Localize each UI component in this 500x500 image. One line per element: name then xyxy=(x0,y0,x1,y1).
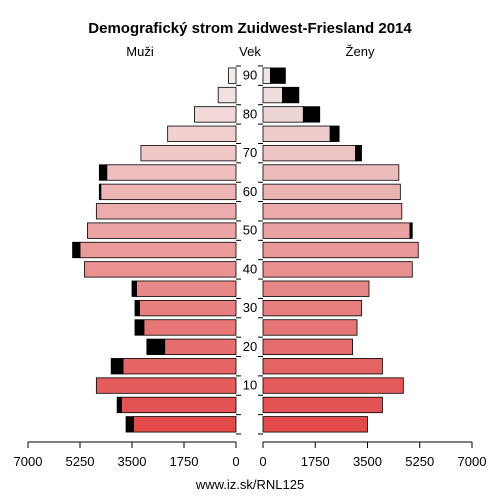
male-x-tick-label-3500: 3500 xyxy=(118,454,147,469)
female-bar-45-49 xyxy=(262,241,419,259)
male-bar-5-9 xyxy=(121,396,237,414)
female-excess-bar-70-74 xyxy=(355,145,362,162)
age-tick-label-20: 20 xyxy=(243,339,257,354)
male-bar-65-69 xyxy=(106,164,237,181)
male-bar-25-29 xyxy=(143,319,237,336)
age-tick-label-10: 10 xyxy=(243,378,257,393)
male-excess-bar-15-19 xyxy=(110,358,124,375)
male-excess-bar-60-64 xyxy=(98,183,102,201)
male-bar-80-84 xyxy=(193,106,237,123)
female-bar-0-4 xyxy=(262,416,368,433)
female-bar-55-59 xyxy=(262,203,403,220)
male-x-tick-label-0: 0 xyxy=(232,454,239,469)
male-bar-0-4 xyxy=(133,416,237,433)
male-bar-55-59 xyxy=(95,203,237,220)
male-bar-50-54 xyxy=(87,222,237,239)
female-bar-35-39 xyxy=(262,280,370,297)
female-x-tick-label-7000: 7000 xyxy=(458,454,487,469)
male-bar-20-24 xyxy=(164,338,237,355)
age-tick-label-90: 90 xyxy=(243,68,257,83)
age-tick-label-60: 60 xyxy=(243,184,257,199)
age-label: Vek xyxy=(239,44,261,59)
female-label: Ženy xyxy=(346,44,375,59)
female-x-tick-label-3500: 3500 xyxy=(353,454,382,469)
female-x-tick-label-0: 0 xyxy=(259,454,266,469)
female-excess-bar-75-79 xyxy=(329,125,340,142)
female-bar-70-74 xyxy=(262,145,356,162)
male-bar-30-34 xyxy=(139,299,237,317)
female-excess-bar-85-89 xyxy=(282,86,300,104)
age-tick-label-40: 40 xyxy=(243,261,257,276)
female-bar-5-9 xyxy=(262,396,383,414)
male-x-tick-label-7000: 7000 xyxy=(14,454,43,469)
age-tick-label-80: 80 xyxy=(243,106,257,121)
female-bar-65-69 xyxy=(262,164,400,181)
female-bar-85-89 xyxy=(262,86,283,104)
female-bar-90-94 xyxy=(262,67,271,84)
male-bar-60-64 xyxy=(100,183,237,201)
male-excess-bar-35-39 xyxy=(131,280,137,297)
female-x-tick-label-5250: 5250 xyxy=(405,454,434,469)
male-bar-10-14 xyxy=(95,377,237,394)
male-bar-90-94 xyxy=(228,67,237,84)
female-bar-40-44 xyxy=(262,261,413,278)
female-x-tick-label-1750: 1750 xyxy=(301,454,330,469)
female-bar-50-54 xyxy=(262,222,411,239)
male-excess-bar-25-29 xyxy=(134,319,145,336)
female-bar-10-14 xyxy=(262,377,404,394)
male-bar-40-44 xyxy=(84,261,237,278)
male-bar-45-49 xyxy=(79,241,237,259)
female-bar-25-29 xyxy=(262,319,358,336)
female-bar-15-19 xyxy=(262,358,383,375)
female-bar-60-64 xyxy=(262,183,401,201)
male-excess-bar-5-9 xyxy=(116,396,123,414)
age-tick-label-70: 70 xyxy=(243,145,257,160)
chart-title: Demografický strom Zuidwest-Friesland 20… xyxy=(88,20,412,37)
male-label: Muži xyxy=(126,44,154,59)
age-tick-label-30: 30 xyxy=(243,300,257,315)
footer-source: www.iz.sk/RNL125 xyxy=(195,477,304,492)
male-bar-70-74 xyxy=(140,145,237,162)
male-excess-bar-30-34 xyxy=(134,299,140,317)
male-bar-15-19 xyxy=(122,358,237,375)
male-excess-bar-45-49 xyxy=(72,241,81,259)
male-bar-35-39 xyxy=(136,280,237,297)
female-excess-bar-80-84 xyxy=(302,106,321,123)
female-bar-75-79 xyxy=(262,125,331,142)
male-excess-bar-20-24 xyxy=(146,338,166,355)
female-bar-80-84 xyxy=(262,106,304,123)
female-bar-20-24 xyxy=(262,338,353,355)
male-bar-85-89 xyxy=(217,86,237,104)
female-excess-bar-90-94 xyxy=(270,67,286,84)
male-x-tick-label-5250: 5250 xyxy=(66,454,95,469)
male-excess-bar-65-69 xyxy=(98,164,108,181)
female-excess-bar-50-54 xyxy=(409,222,413,239)
age-tick-label-50: 50 xyxy=(243,223,257,238)
male-excess-bar-0-4 xyxy=(125,416,134,433)
male-x-tick-label-1750: 1750 xyxy=(170,454,199,469)
male-bar-75-79 xyxy=(167,125,237,142)
female-bar-30-34 xyxy=(262,299,362,317)
